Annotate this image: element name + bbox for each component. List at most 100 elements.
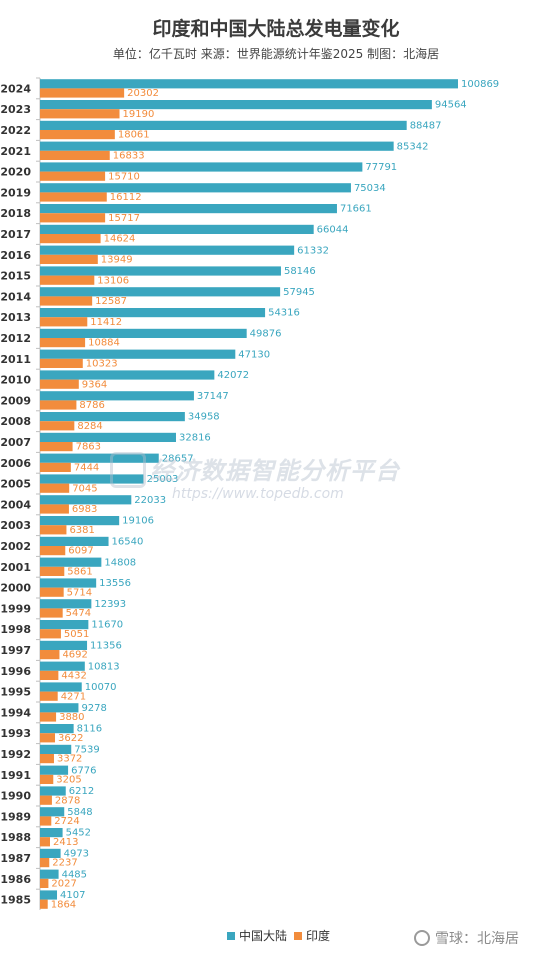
bar-china[interactable] (40, 869, 59, 879)
bar-china[interactable] (40, 516, 120, 526)
bar-india[interactable] (40, 546, 66, 556)
bar-china[interactable] (40, 412, 185, 422)
bar-china[interactable] (40, 682, 82, 692)
bar-china[interactable] (40, 162, 363, 172)
bar-china[interactable] (40, 266, 281, 276)
bar-india[interactable] (40, 275, 95, 285)
bar-china[interactable] (40, 578, 97, 588)
credit-text: 雪球：北海居 (435, 931, 519, 947)
bar-india[interactable] (40, 338, 86, 348)
bar-china[interactable] (40, 391, 194, 401)
bar-india[interactable] (40, 629, 61, 639)
bar-india[interactable] (40, 712, 57, 722)
bar-india[interactable] (40, 754, 54, 764)
y-tick-label: 2023 (0, 103, 31, 116)
bar-india[interactable] (40, 296, 93, 306)
bar-india[interactable] (40, 234, 101, 244)
bar-china[interactable] (40, 474, 144, 484)
bar-india[interactable] (40, 192, 107, 202)
bar-china[interactable] (40, 453, 159, 463)
bar-india[interactable] (40, 213, 106, 223)
bar-china[interactable] (40, 100, 432, 110)
bar-india[interactable] (40, 317, 88, 327)
bar-china[interactable] (40, 724, 74, 734)
bar-china[interactable] (40, 349, 236, 359)
bar-china[interactable] (40, 786, 66, 796)
bar-india[interactable] (40, 525, 67, 535)
legend-item-china[interactable]: 中国大陆 (227, 927, 287, 944)
bar-china[interactable] (40, 703, 79, 713)
bar-india[interactable] (40, 670, 59, 680)
bar-india[interactable] (40, 171, 106, 181)
bar-india[interactable] (40, 878, 49, 888)
bar-india[interactable] (40, 608, 63, 618)
y-tick-label: 2013 (0, 311, 31, 324)
bar-india[interactable] (40, 483, 70, 493)
bar-china[interactable] (40, 141, 394, 151)
data-label-china: 25003 (147, 474, 179, 485)
bar-china[interactable] (40, 287, 281, 297)
bar-india[interactable] (40, 109, 120, 119)
bar-india[interactable] (40, 691, 58, 701)
bar-india[interactable] (40, 795, 52, 805)
bar-china[interactable] (40, 536, 109, 546)
data-label-china: 77791 (365, 162, 397, 173)
data-label-china: 49876 (250, 329, 282, 340)
bar-india[interactable] (40, 587, 64, 597)
bar-china[interactable] (40, 120, 407, 130)
data-label-china: 88487 (410, 121, 442, 132)
y-tick-label: 1989 (0, 810, 31, 823)
bar-india[interactable] (40, 442, 73, 452)
bar-china[interactable] (40, 495, 132, 505)
bar-india[interactable] (40, 650, 60, 660)
bar-india[interactable] (40, 858, 50, 868)
bar-china[interactable] (40, 848, 61, 858)
bar-china[interactable] (40, 765, 69, 775)
bar-china[interactable] (40, 744, 72, 754)
bar-india[interactable] (40, 899, 48, 909)
bar-china[interactable] (40, 807, 65, 817)
legend-item-india[interactable]: 印度 (294, 927, 330, 944)
data-label-india: 5861 (67, 567, 92, 578)
bar-china[interactable] (40, 204, 337, 214)
bar-india[interactable] (40, 379, 79, 389)
data-label-india: 3622 (58, 733, 83, 744)
bar-india[interactable] (40, 400, 77, 410)
bar-india[interactable] (40, 358, 83, 368)
bar-china[interactable] (40, 661, 85, 671)
bar-china[interactable] (40, 328, 247, 338)
bar-china[interactable] (40, 640, 88, 650)
bar-india[interactable] (40, 774, 54, 784)
data-label-china: 16540 (112, 537, 144, 548)
bar-china[interactable] (40, 557, 102, 567)
data-label-india: 9364 (82, 379, 107, 390)
bar-india[interactable] (40, 733, 56, 743)
bar-india[interactable] (40, 88, 125, 98)
bar-china[interactable] (40, 79, 458, 89)
bar-india[interactable] (40, 504, 69, 514)
data-label-china: 13556 (99, 578, 131, 589)
bar-india[interactable] (40, 130, 115, 140)
bar-china[interactable] (40, 245, 295, 255)
bar-china[interactable] (40, 620, 89, 630)
bar-china[interactable] (40, 432, 176, 442)
data-label-china: 6212 (69, 786, 94, 797)
data-label-india: 4692 (62, 650, 87, 661)
data-label-china: 85342 (397, 141, 429, 152)
bar-india[interactable] (40, 566, 65, 576)
bar-india[interactable] (40, 816, 52, 826)
bar-china[interactable] (40, 308, 266, 318)
bar-india[interactable] (40, 150, 110, 160)
bar-india[interactable] (40, 421, 75, 431)
bar-india[interactable] (40, 837, 50, 847)
bar-china[interactable] (40, 599, 92, 609)
bar-china[interactable] (40, 370, 215, 380)
bar-china[interactable] (40, 183, 351, 193)
bar-india[interactable] (40, 462, 71, 472)
bar-china[interactable] (40, 224, 314, 234)
bar-china[interactable] (40, 828, 63, 838)
data-label-india: 4432 (61, 671, 86, 682)
bar-china[interactable] (40, 890, 58, 900)
bar-india[interactable] (40, 254, 98, 264)
data-label-india: 18061 (118, 130, 150, 141)
